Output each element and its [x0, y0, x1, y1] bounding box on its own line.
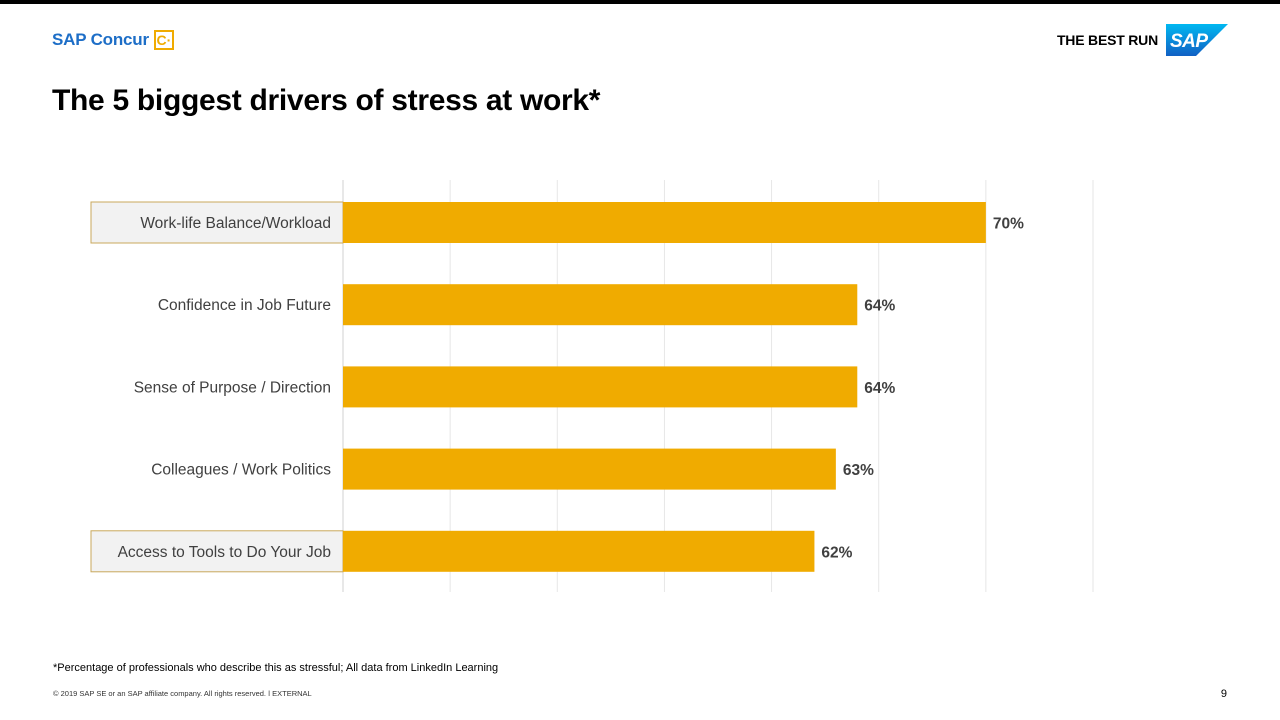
slide-title: The 5 biggest drivers of stress at work* [52, 84, 601, 117]
best-run-tagline: THE BEST RUN [1056, 32, 1158, 48]
category-highlight-box [90, 201, 344, 244]
concur-c-icon: C· [153, 30, 174, 50]
data-label: 63% [843, 462, 874, 479]
the-best-run-sap-logo: THE BEST RUN SAP [1057, 24, 1228, 56]
category-label: Colleagues / Work Politics [151, 462, 331, 479]
data-label: 62% [821, 544, 852, 561]
bar [343, 530, 815, 572]
sap-concur-logo: SAP Concur C· [52, 28, 174, 52]
category-label: Access to Tools to Do Your Job [118, 544, 331, 561]
bar [343, 202, 986, 243]
category-label: Work-life Balance/Workload [140, 215, 331, 232]
data-label: 64% [864, 298, 895, 315]
bar [343, 448, 836, 490]
footnote: *Percentage of professionals who describ… [53, 662, 499, 674]
category-label: Confidence in Job Future [158, 297, 331, 314]
copyright-notice: © 2019 SAP SE or an SAP affiliate compan… [53, 689, 312, 698]
top-border [0, 0, 1280, 4]
bar [343, 366, 858, 408]
bar [343, 284, 858, 326]
sap-concur-logo-text: SAP Concur [52, 30, 149, 49]
category-label: Sense of Purpose / Direction [134, 379, 331, 396]
sap-logo-icon: SAP [1166, 24, 1228, 56]
page-number: 9 [1220, 688, 1227, 700]
data-label: 70% [993, 216, 1024, 233]
data-label: 64% [864, 380, 895, 397]
category-highlight-box [90, 530, 344, 573]
sap-logo-text: SAP [1170, 31, 1208, 52]
